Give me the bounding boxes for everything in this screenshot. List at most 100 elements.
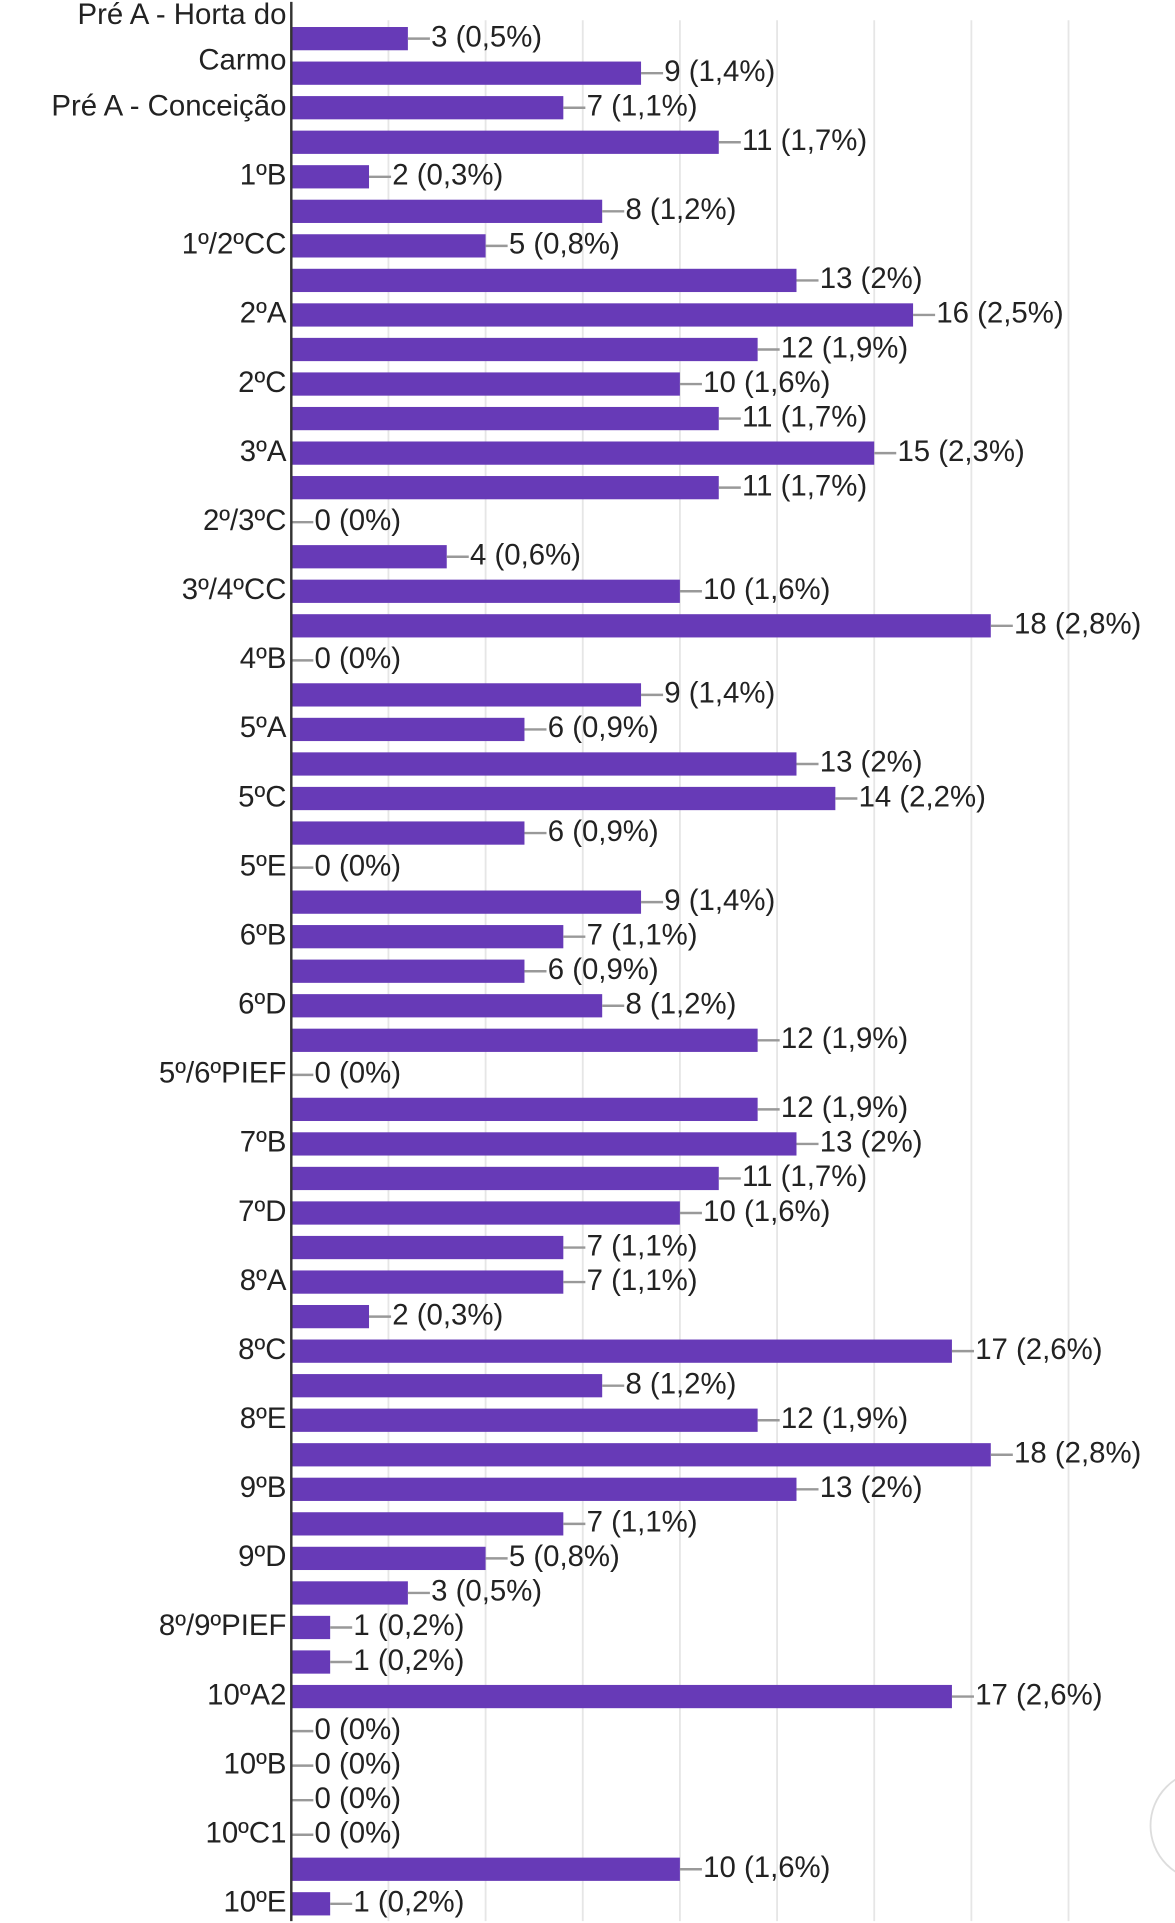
value-label: 8 (1,2%): [625, 193, 736, 226]
bar: [291, 614, 991, 638]
bar: [291, 1477, 797, 1501]
bar: [291, 61, 642, 85]
bar: [291, 821, 525, 845]
value-label: 8 (1,2%): [625, 1367, 736, 1400]
value-label: 6 (0,9%): [548, 953, 659, 986]
y-tick-label: 5ºE: [240, 849, 287, 882]
bar: [291, 441, 875, 465]
bar: [291, 27, 408, 51]
value-label: 15 (2,3%): [897, 435, 1024, 468]
bar: [291, 1546, 486, 1571]
bar: [291, 199, 603, 223]
bar: [291, 959, 525, 983]
y-tick-label: 6ºB: [240, 918, 287, 951]
value-label: 1 (0,2%): [353, 1609, 464, 1642]
bar: [291, 1443, 991, 1467]
value-label: 0 (0%): [315, 642, 401, 675]
bar: [291, 890, 642, 914]
bar: [291, 234, 486, 258]
y-tick-label: 2º/3ºC: [203, 504, 286, 537]
value-label: 10 (1,6%): [703, 1851, 830, 1884]
value-label: 2 (0,3%): [392, 1298, 503, 1331]
bar: [291, 1270, 564, 1294]
value-label: 0 (0%): [315, 1747, 401, 1780]
value-label: 4 (0,6%): [470, 539, 581, 572]
grid: [387, 20, 1070, 1922]
bar: [291, 96, 564, 120]
bar: [291, 1892, 331, 1916]
bar: [291, 786, 836, 811]
value-label: 10 (1,6%): [703, 573, 830, 606]
bar: [291, 268, 797, 293]
y-tick-label: 10ºE: [223, 1886, 286, 1919]
bar: [291, 1581, 408, 1605]
y-tick-label: 2ºA: [240, 297, 287, 330]
y-tick-label: 5º/6ºPIEF: [159, 1057, 287, 1090]
value-label: 9 (1,4%): [664, 55, 775, 88]
scroll-button[interactable]: [1149, 1771, 1175, 1881]
value-label: 0 (0%): [315, 1816, 401, 1849]
value-label: 0 (0%): [315, 1713, 401, 1746]
y-tick-label: 7ºB: [240, 1126, 287, 1159]
value-label: 7 (1,1%): [587, 1229, 698, 1262]
y-tick-label: 8ºA: [240, 1264, 287, 1297]
bar: [291, 1408, 758, 1432]
value-label: 6 (0,9%): [548, 711, 659, 744]
bar: [291, 406, 719, 431]
bar: [291, 1857, 680, 1881]
value-label: 11 (1,7%): [742, 469, 867, 502]
bar: [291, 303, 914, 327]
y-tick-label: 9ºD: [238, 1540, 286, 1573]
value-label: 12 (1,9%): [781, 1920, 908, 1923]
bar: [291, 1201, 680, 1225]
y-tick-label: 10ºA2: [207, 1678, 286, 1711]
value-label: 3 (0,5%): [431, 20, 542, 53]
y-tick-label: 9ºB: [240, 1471, 287, 1504]
value-label: 9 (1,4%): [664, 677, 775, 710]
value-label: 8 (1,2%): [625, 988, 736, 1021]
bar: [291, 1374, 603, 1398]
value-label: 2 (0,3%): [392, 159, 503, 192]
y-tick-label: 7ºD: [238, 1195, 286, 1228]
value-label: 9 (1,4%): [664, 884, 775, 917]
value-label: 0 (0%): [315, 1057, 401, 1090]
y-tick-label: 5ºA: [240, 711, 287, 744]
bar: [291, 165, 370, 189]
value-label: 17 (2,6%): [975, 1333, 1102, 1366]
y-tick-label: 8ºE: [240, 1402, 287, 1435]
value-label: 13 (2%): [820, 1126, 923, 1159]
value-label: 7 (1,1%): [587, 89, 698, 122]
bar: [291, 1615, 331, 1640]
bar: [291, 1235, 564, 1260]
value-label: 11 (1,7%): [742, 400, 867, 433]
bar: [291, 1512, 564, 1536]
value-label: 13 (2%): [820, 262, 923, 295]
y-tick-label: 6ºD: [238, 988, 286, 1021]
value-label: 0 (0%): [315, 849, 401, 882]
bar: [291, 1028, 758, 1052]
y-tick-label: 10ºC1: [205, 1816, 286, 1849]
value-label: 0 (0%): [315, 1782, 401, 1815]
value-label: 12 (1,9%): [781, 1402, 908, 1435]
bar: [291, 1097, 758, 1122]
value-label: 11 (1,7%): [742, 1160, 867, 1193]
value-label: 17 (2,6%): [975, 1678, 1102, 1711]
y-tick-label: 1º/2ºCC: [182, 228, 287, 261]
value-label: 10 (1,6%): [703, 1195, 830, 1228]
value-label: 5 (0,8%): [509, 228, 620, 261]
bar: [291, 683, 642, 707]
bar: [291, 994, 603, 1018]
value-label: 10 (1,6%): [703, 366, 830, 399]
value-label: 12 (1,9%): [781, 1091, 908, 1124]
bar: [291, 1304, 370, 1329]
bar: [291, 1650, 331, 1674]
value-label: 18 (2,8%): [1014, 1437, 1141, 1470]
value-label: 14 (2,2%): [859, 780, 986, 813]
value-label: 5 (0,8%): [509, 1540, 620, 1573]
y-tick-label: 4ºB: [240, 642, 287, 675]
bar: [291, 545, 447, 569]
value-label: 6 (0,9%): [548, 815, 659, 848]
value-label: 1 (0,2%): [353, 1886, 464, 1919]
bar: [291, 1166, 719, 1191]
